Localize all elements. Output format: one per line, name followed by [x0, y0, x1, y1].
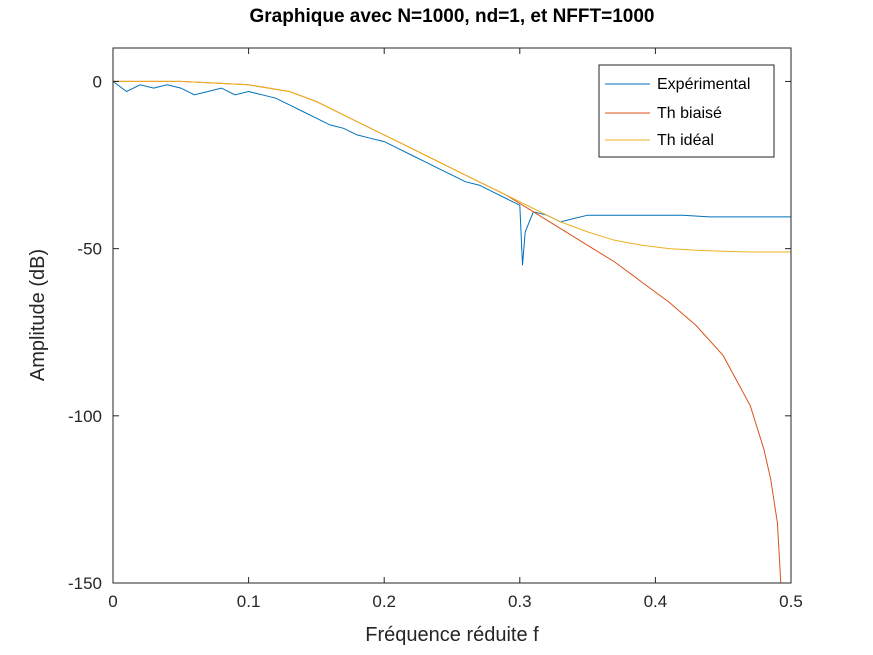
y-axis-label: Amplitude (dB) [27, 249, 49, 381]
y-tick-label: -100 [68, 407, 102, 426]
y-tick-label: 0 [93, 72, 102, 91]
x-axis-label: Fréquence réduite f [365, 624, 539, 646]
series-line-2 [113, 80, 791, 253]
y-tick-label: -150 [68, 574, 102, 593]
series-layer [112, 80, 791, 584]
x-tick-label: 0.1 [237, 592, 261, 611]
series-line-0 [112, 80, 791, 266]
legend-box [598, 64, 775, 158]
legend-label-th-ideal: Th idéal [657, 132, 714, 149]
legend-label-th-biaise: Th biaisé [657, 105, 722, 122]
tick-layer: 0 0.1 0.2 0.3 0.4 0.5 0 -50 -100 -150 [68, 48, 803, 611]
x-tick-label: 0.2 [372, 592, 396, 611]
x-tick-label: 0.5 [779, 592, 803, 611]
x-tick-label: 0 [108, 592, 117, 611]
plot-frame [112, 47, 792, 584]
chart-title: Graphique avec N=1000, nd=1, et NFFT=100… [250, 6, 655, 27]
legend-label-experimental: Expérimental [657, 76, 750, 93]
y-tick-label: -50 [77, 240, 102, 259]
x-tick-label: 0.3 [508, 592, 532, 611]
x-tick-label: 0.4 [644, 592, 668, 611]
legend: Expérimental Th biaisé Th idéal [598, 64, 775, 158]
